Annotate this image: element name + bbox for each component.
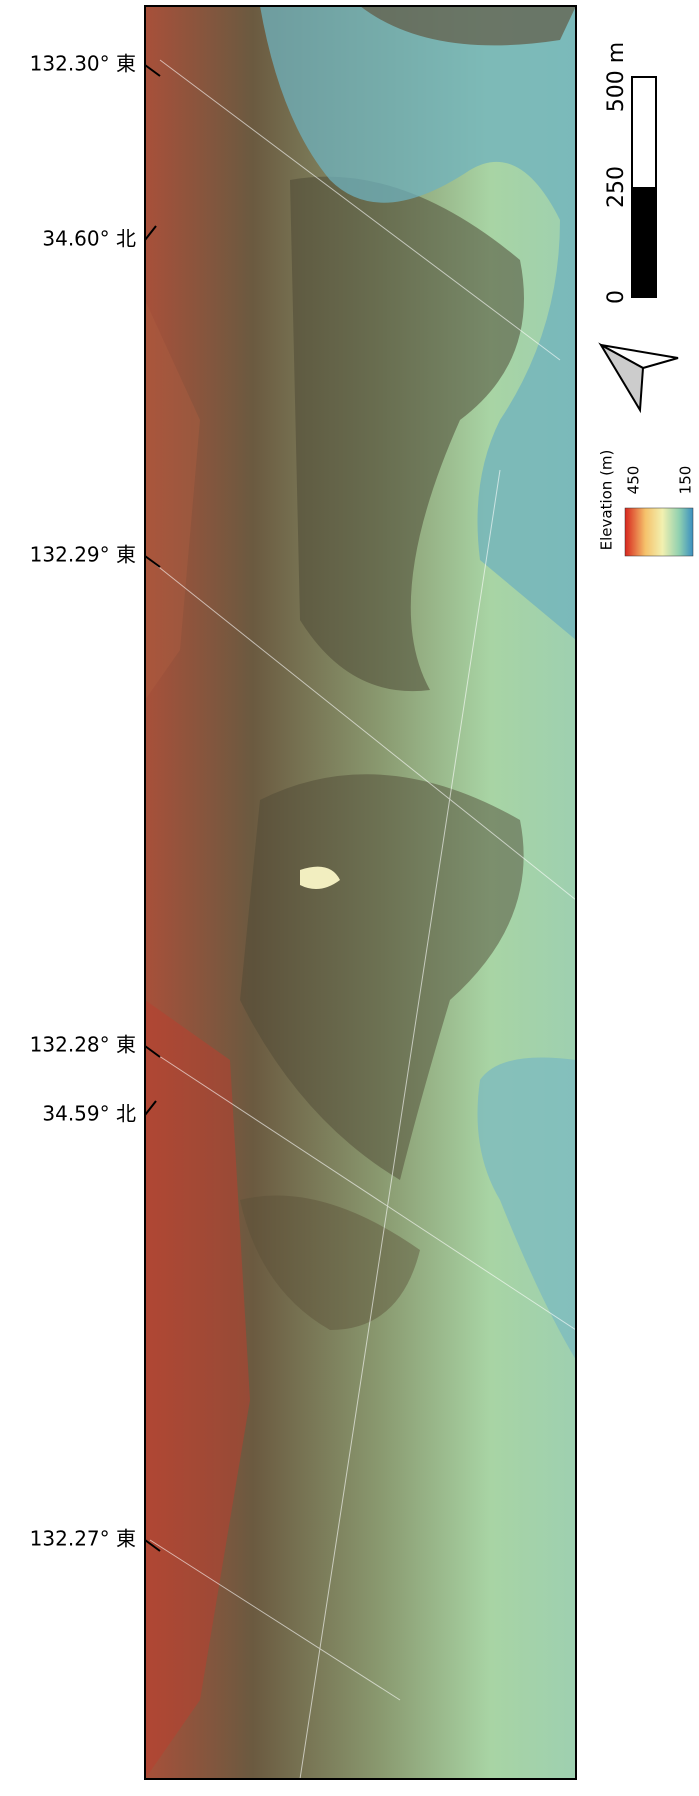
legend-high: 450 [625,466,643,495]
coordinate-label: 132.30° 東 [30,52,136,76]
terrain-map [145,6,576,1779]
coordinate-label: 34.60° 北 [42,227,136,251]
coordinate-label: 132.28° 東 [30,1033,136,1057]
elevation-legend: Elevation (m) 450 150 [598,450,695,556]
map-figure: 132.30° 東 34.60° 北 132.29° 東 132.28° 東 34.59… [0,0,699,1792]
coordinate-label: 34.59° 北 [42,1102,136,1126]
legend-low: 150 [677,466,695,495]
scale-label: 500 m [604,42,629,112]
coordinate-label: 132.29° 東 [30,543,136,567]
scale-bar: 500 m 250 0 [604,42,656,304]
scale-label: 0 [604,290,629,304]
north-arrow [601,345,678,410]
coordinate-label: 132.27° 東 [30,1527,136,1551]
scale-label: 250 [604,166,629,208]
coordinate-labels: 132.30° 東 34.60° 北 132.29° 東 132.28° 東 34.59… [30,52,136,1551]
legend-title: Elevation (m) [598,450,616,551]
